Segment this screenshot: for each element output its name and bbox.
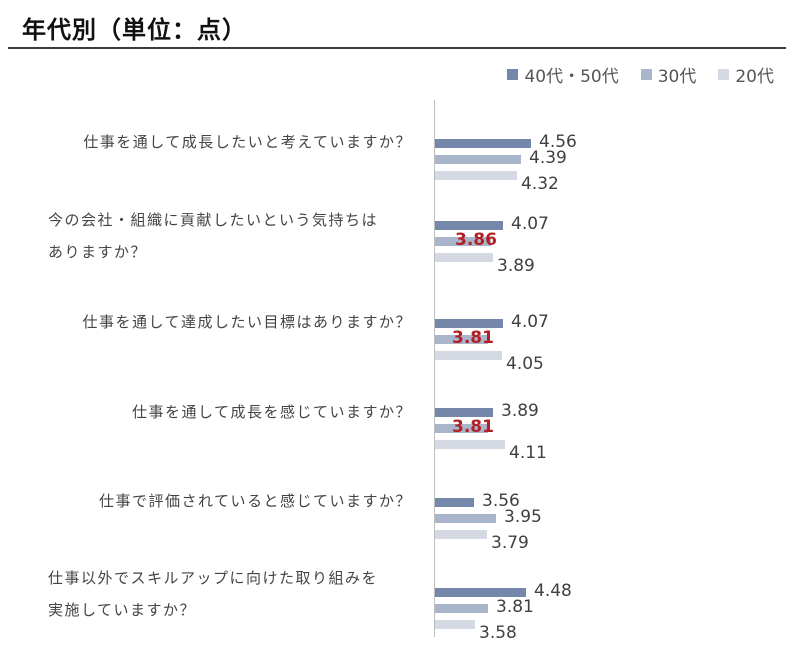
legend-swatch-30 (640, 69, 652, 80)
value-label-20-q1: 4.32 (521, 174, 559, 194)
bar-30-q3 (435, 335, 488, 344)
value-label-20-q6: 3.58 (479, 623, 517, 643)
question-label-2-line-2: ありますか？ (48, 243, 148, 261)
value-label-30-q2: 3.86 (455, 230, 497, 250)
bar-30-q5 (435, 514, 496, 523)
bar-40-50-q3 (435, 319, 503, 328)
legend-label-40-50: 40代・50代 (524, 67, 619, 87)
question-label-6-line-1: 仕事以外でスキルアップに向けた取り組みを (48, 569, 379, 587)
bar-20-q2 (435, 253, 493, 262)
question-label-1: 仕事を通して成長したいと考えていますか？ (83, 133, 412, 151)
bar-20-q1 (435, 171, 517, 180)
value-label-30-q3: 3.81 (452, 328, 494, 348)
value-label-40-50-q6: 4.48 (534, 581, 572, 601)
legend-item-40-50: 40代・50代 (507, 62, 619, 87)
legend-item-30: 30代 (640, 62, 697, 87)
bar-30-q4 (435, 424, 488, 433)
value-label-30-q4: 3.81 (452, 417, 494, 437)
bar-20-q6 (435, 620, 475, 629)
question-label-5: 仕事で評価されていると感じていますか？ (98, 492, 412, 510)
title-divider (8, 47, 786, 49)
value-label-40-50-q3: 4.07 (511, 312, 549, 332)
bar-40-50-q6 (435, 588, 526, 597)
value-label-20-q3: 4.05 (506, 354, 544, 374)
question-label-3: 仕事を通して達成したい目標はありますか？ (82, 313, 412, 331)
value-label-20-q4: 4.11 (509, 443, 547, 463)
bar-20-q5 (435, 530, 487, 539)
question-label-6-line-2: 実施していますか？ (48, 601, 197, 619)
bar-40-50-q4 (435, 408, 493, 417)
value-label-40-50-q2: 4.07 (511, 214, 549, 234)
bar-30-q1 (435, 155, 521, 164)
legend-item-20: 20代 (718, 62, 774, 87)
value-label-40-50-q4: 3.89 (501, 401, 539, 421)
bar-20-q3 (435, 351, 502, 360)
bar-20-q4 (435, 440, 505, 449)
category-axis (434, 100, 435, 637)
question-label-4: 仕事を通して成長を感じていますか？ (131, 403, 412, 421)
value-label-30-q6: 3.81 (496, 597, 534, 617)
value-label-30-q1: 4.39 (529, 148, 567, 168)
question-label-2-line-1: 今の会社・組織に貢献したいという気持ちは (48, 211, 379, 229)
value-label-20-q2: 3.89 (497, 256, 535, 276)
legend-label-20: 20代 (735, 67, 774, 87)
bar-30-q6 (435, 604, 488, 613)
bar-40-50-q1 (435, 139, 531, 148)
legend-swatch-40-50 (507, 69, 519, 80)
page-title: 年代別（単位：点） (22, 16, 247, 44)
bar-40-50-q5 (435, 498, 474, 507)
value-label-40-50-q5: 3.56 (482, 491, 520, 511)
value-label-30-q5: 3.95 (504, 507, 542, 527)
legend-label-30: 30代 (657, 67, 697, 87)
bar-40-50-q2 (435, 221, 503, 230)
value-label-40-50-q1: 4.56 (539, 132, 577, 152)
bar-30-q2 (435, 237, 491, 246)
legend: 40代・50代 30代 20代 (507, 62, 774, 87)
value-label-20-q5: 3.79 (491, 533, 529, 553)
legend-swatch-20 (718, 69, 730, 80)
